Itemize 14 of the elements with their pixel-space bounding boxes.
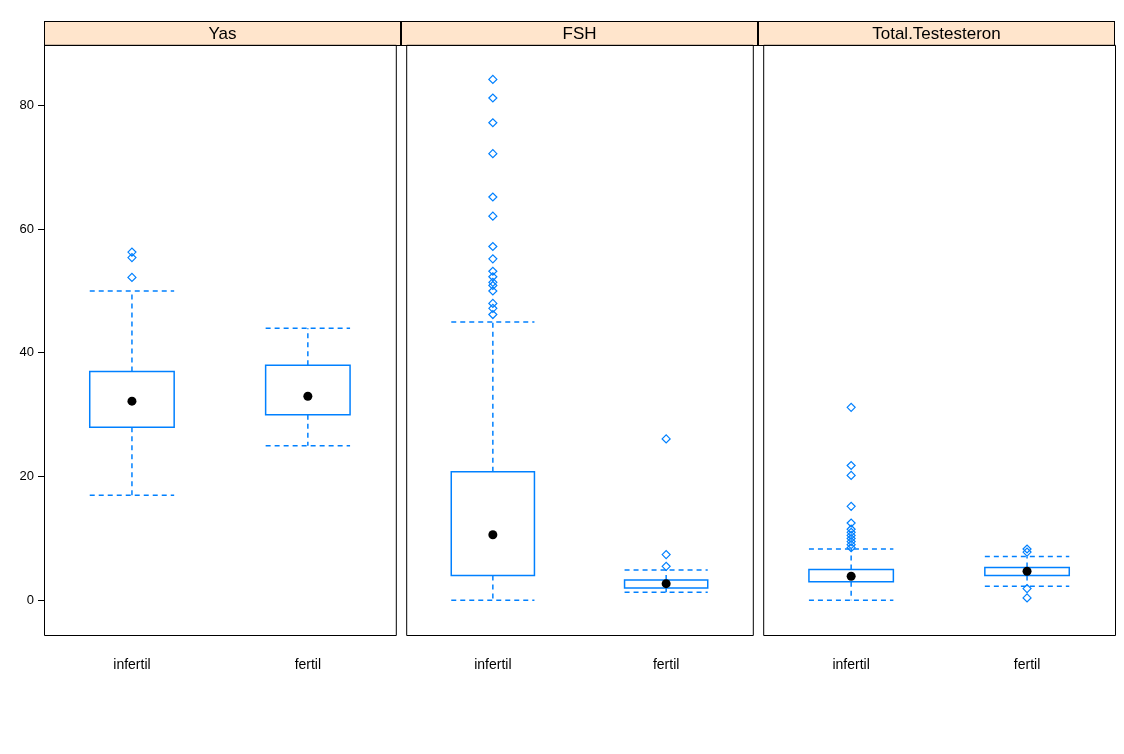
y-tick-label: 0: [26, 591, 34, 607]
x-tick-label: infertil: [474, 656, 512, 673]
x-tick-label: fertil: [294, 656, 322, 673]
chart-title: Yas: [44, 20, 401, 46]
y-tick-label: 60: [19, 220, 34, 236]
y-tick-label: 80: [19, 97, 34, 113]
chart-title: Total.Testesteron: [758, 20, 1115, 46]
x-tick-label: infertil: [832, 656, 870, 673]
x-tick-label: infertil: [113, 656, 151, 673]
x-tick-label: fertil: [1013, 656, 1041, 673]
x-tick-label: fertil: [652, 656, 680, 673]
chart-title: FSH: [401, 20, 758, 46]
y-tick-label: 40: [19, 344, 34, 360]
y-tick-label: 20: [19, 468, 34, 484]
